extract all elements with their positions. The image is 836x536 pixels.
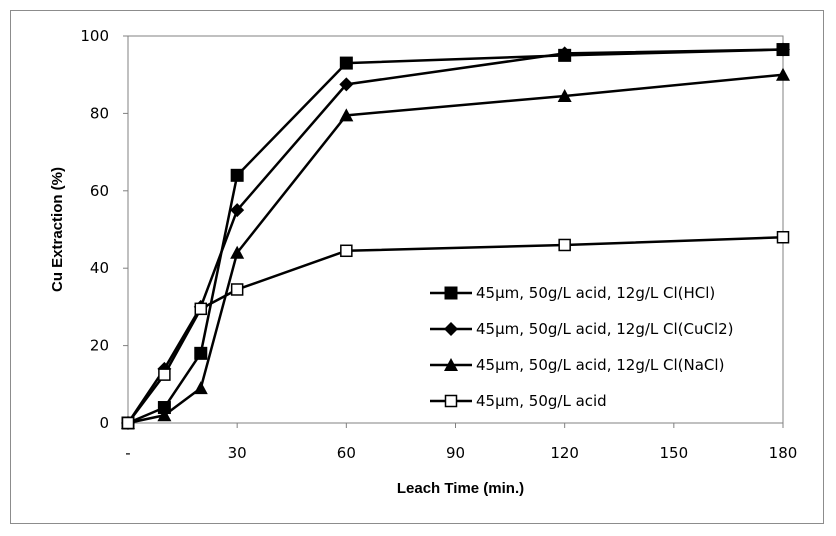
series-2-point <box>776 42 790 57</box>
x-tick-label: 90 <box>446 444 465 462</box>
series-3-point <box>157 408 172 422</box>
legend-swatch-marker <box>444 322 458 336</box>
x-tick-label: - <box>125 444 130 462</box>
legend-label: 45µm, 50g/L acid, 12g/L Cl(CuCl2) <box>476 320 734 338</box>
legend-swatch-marker <box>444 358 458 371</box>
axes: 0 20 40 60 80 100 - 30 60 90 120 150 180 <box>80 27 797 462</box>
legend-label: 45µm, 50g/L acid <box>476 392 607 410</box>
x-tick-label: 150 <box>660 444 689 462</box>
x-tick-label: 30 <box>228 444 247 462</box>
series-3-point <box>193 381 208 395</box>
legend-swatch-marker <box>444 286 458 300</box>
series-4-point <box>340 244 353 258</box>
y-tick-label: 80 <box>90 104 109 122</box>
legend: 45µm, 50g/L acid, 12g/L Cl(HCl) 45µm, 50g… <box>430 284 734 410</box>
series-3-point <box>230 245 245 259</box>
series-2-point <box>339 77 354 92</box>
series-4-point <box>776 230 790 244</box>
y-tick-label: 60 <box>90 182 109 200</box>
series-layer <box>121 42 790 430</box>
series-4 <box>121 230 790 430</box>
legend-item-3: 45µm, 50g/L acid, 12g/L Cl(NaCl) <box>430 356 724 374</box>
y-tick-label: 100 <box>80 27 109 45</box>
y-tick-label: 20 <box>90 337 109 355</box>
series-4-point <box>121 416 135 430</box>
x-tick-label: 120 <box>550 444 579 462</box>
y-tick-label: 0 <box>99 414 109 432</box>
series-1-point <box>194 346 208 360</box>
legend-item-1: 45µm, 50g/L acid, 12g/L Cl(HCl) <box>430 284 715 302</box>
legend-label: 45µm, 50g/L acid, 12g/L Cl(NaCl) <box>476 356 724 374</box>
legend-label: 45µm, 50g/L acid, 12g/L Cl(HCl) <box>476 284 715 302</box>
series-3-point <box>339 108 354 122</box>
series-1-point <box>339 56 353 70</box>
series-4-point <box>558 238 571 252</box>
x-tick-label: 180 <box>769 444 798 462</box>
series-3-point <box>557 88 572 102</box>
x-axis-title: Leach Time (min.) <box>397 480 524 497</box>
series-4-point <box>158 368 171 381</box>
legend-item-4: 45µm, 50g/L acid <box>430 392 607 410</box>
series-1-point <box>230 168 244 182</box>
series-4-point <box>230 283 244 296</box>
series-2-point <box>557 46 572 61</box>
legend-swatch-marker <box>444 394 458 408</box>
x-tick-label: 60 <box>337 444 356 462</box>
chart-frame <box>10 10 824 524</box>
y-tick-label: 40 <box>90 259 109 277</box>
series-2-point <box>230 203 245 218</box>
series-3-point <box>776 67 790 81</box>
legend-item-2: 45µm, 50g/L acid, 12g/L Cl(CuCl2) <box>430 320 734 338</box>
series-4-point <box>194 302 208 316</box>
y-axis-title: Cu Extraction (%) <box>49 167 66 292</box>
